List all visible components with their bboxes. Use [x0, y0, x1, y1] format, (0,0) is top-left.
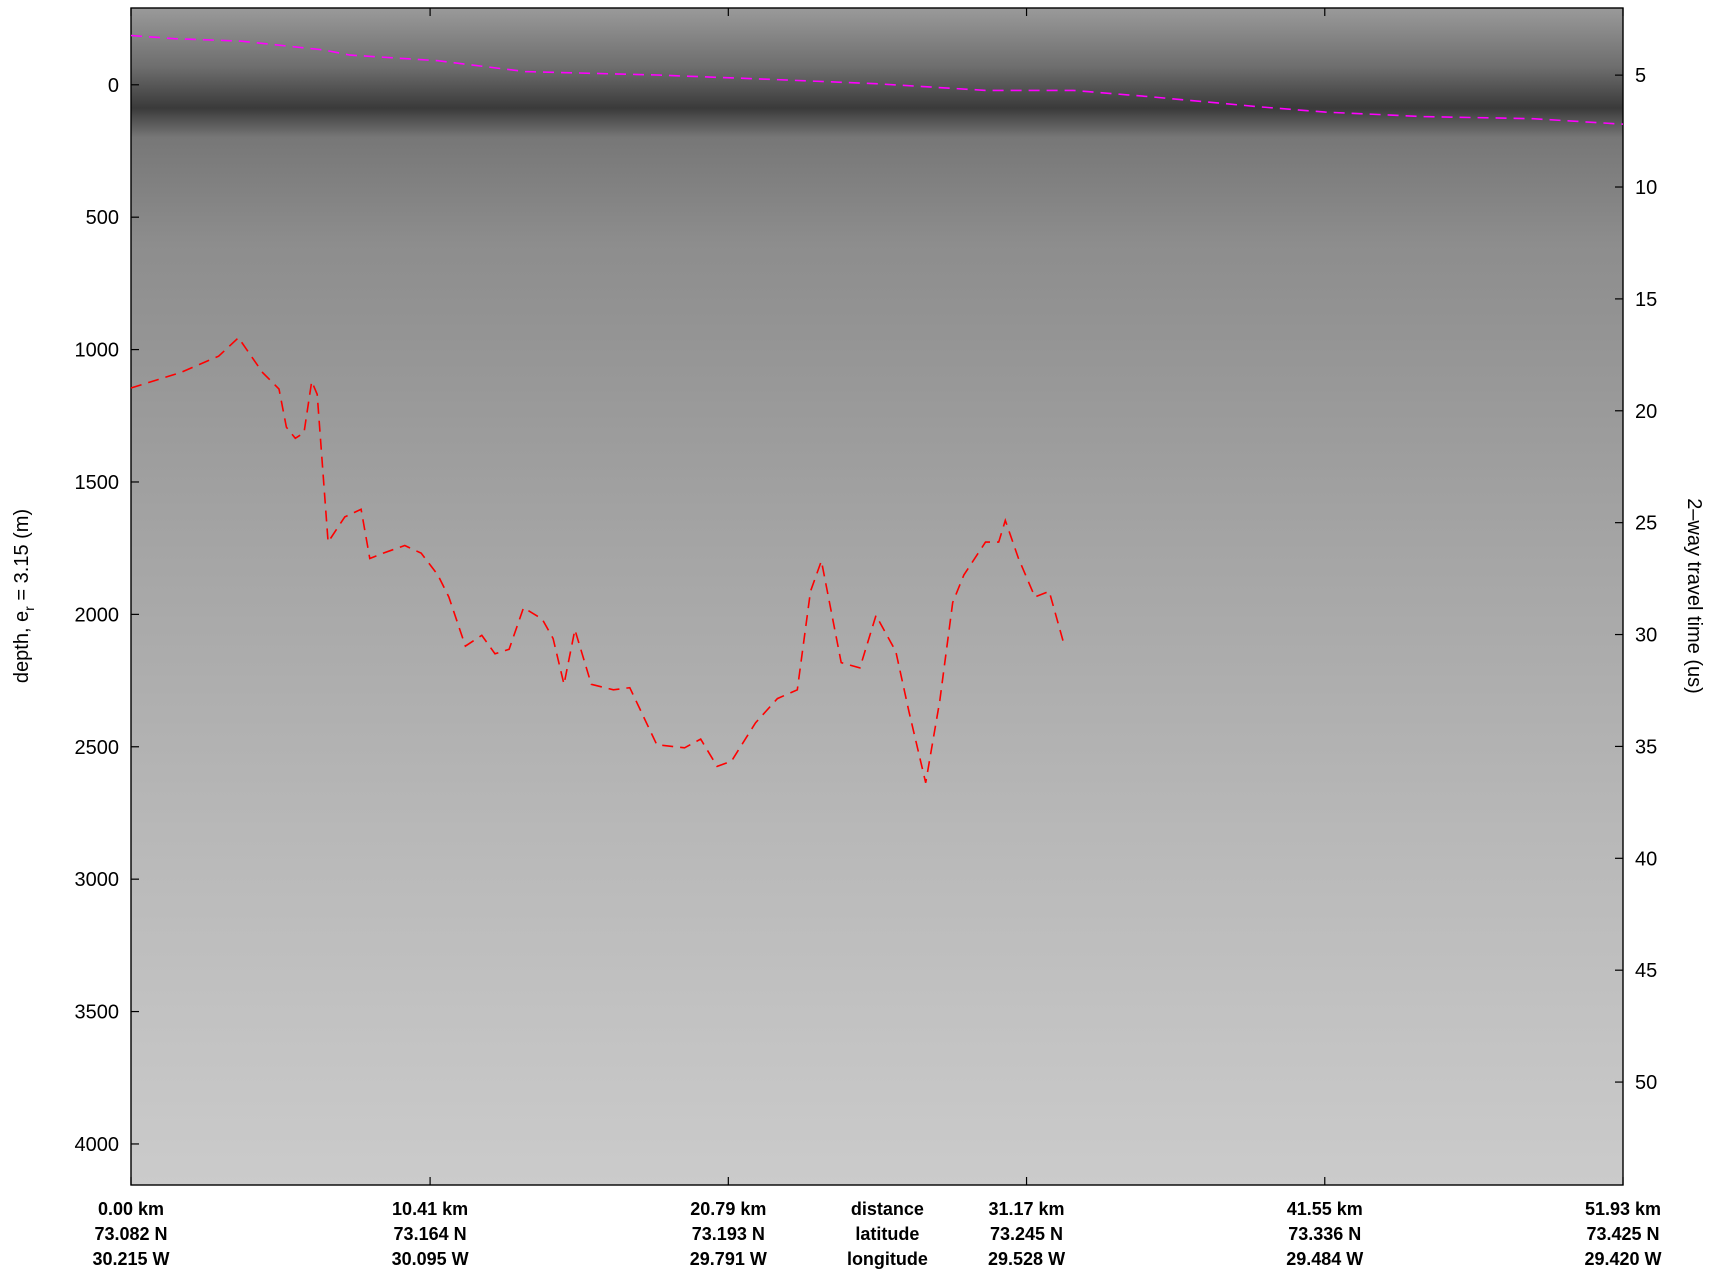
y-tick-label: 1500 [75, 472, 120, 494]
y2-tick-label: 30 [1635, 625, 1657, 647]
y-label-text: depth, e [11, 611, 33, 683]
longitude-label: 29.791 W [690, 1249, 767, 1269]
echogram-image [131, 8, 1623, 1185]
y2-tick-label: 5 [1635, 65, 1646, 87]
y2-tick-label: 35 [1635, 736, 1657, 758]
row-label: longitude [847, 1249, 928, 1269]
longitude-label: 29.420 W [1584, 1249, 1661, 1269]
longitude-label: 29.484 W [1286, 1249, 1363, 1269]
latitude-label: 73.336 N [1288, 1224, 1361, 1244]
longitude-label: 30.095 W [392, 1249, 469, 1269]
y2-tick-label: 20 [1635, 401, 1657, 423]
latitude-label: 73.425 N [1586, 1224, 1659, 1244]
x-tick-label: 20.79 km [690, 1199, 766, 1219]
y-tick-label: 2500 [75, 737, 120, 759]
y2-axis-label: 2–way travel time (us) [1683, 498, 1705, 694]
longitude-label: 29.528 W [988, 1249, 1065, 1269]
y-tick-label: 4000 [75, 1134, 120, 1156]
y-tick-label: 2000 [75, 604, 120, 626]
y2-tick-label: 10 [1635, 177, 1657, 199]
y-tick-label: 500 [86, 207, 119, 229]
x-tick-label: 10.41 km [392, 1199, 468, 1219]
latitude-label: 73.245 N [990, 1224, 1063, 1244]
y2-tick-label: 15 [1635, 289, 1657, 311]
row-label: distance [851, 1199, 924, 1219]
y-tick-label: 1000 [75, 340, 120, 362]
x-tick-label: 0.00 km [98, 1199, 164, 1219]
y-label-rest: = 3.15 (m) [11, 509, 33, 606]
y2-tick-label: 25 [1635, 513, 1657, 535]
x-tick-label: 41.55 km [1287, 1199, 1363, 1219]
longitude-label: 30.215 W [92, 1249, 169, 1269]
row-label: latitude [855, 1224, 919, 1244]
x-tick-label: 31.17 km [989, 1199, 1065, 1219]
pick-line [130, 34, 1624, 125]
y-tick-label: 3500 [75, 1002, 120, 1024]
plot-frame [130, 7, 1624, 1186]
y-tick-label: 0 [108, 75, 119, 97]
x-tick-label: 51.93 km [1585, 1199, 1661, 1219]
latitude-label: 73.193 N [692, 1224, 765, 1244]
latitude-label: 73.082 N [94, 1224, 167, 1244]
latitude-label: 73.164 N [394, 1224, 467, 1244]
pick-line [130, 336, 1066, 783]
y2-tick-label: 40 [1635, 848, 1657, 870]
y2-tick-label: 45 [1635, 960, 1657, 982]
y-axis-label: depth, er = 3.15 (m) [11, 509, 37, 683]
y-label-subscript: r [21, 606, 37, 611]
y-tick-label: 3000 [75, 869, 120, 891]
y2-tick-label: 50 [1635, 1072, 1657, 1094]
